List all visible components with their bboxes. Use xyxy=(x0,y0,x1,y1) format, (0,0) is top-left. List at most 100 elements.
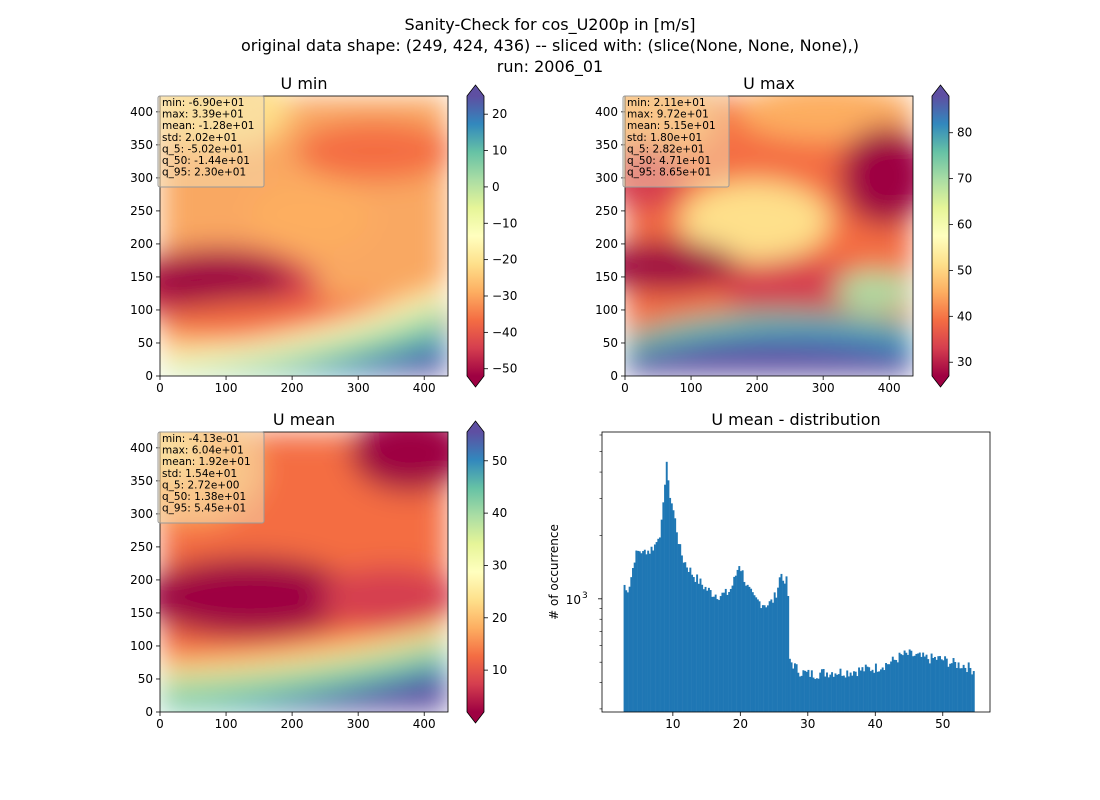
histogram-bar xyxy=(851,675,854,712)
histogram-bar xyxy=(815,678,818,712)
histogram-bar xyxy=(793,663,796,712)
colorbar-tick-label: 50 xyxy=(492,454,507,468)
histogram-bar xyxy=(886,664,889,712)
y-tick-label: 200 xyxy=(130,573,153,587)
y-tick-label: 350 xyxy=(595,138,618,152)
histogram-bar xyxy=(625,590,628,712)
histogram-bar xyxy=(967,662,970,712)
colorbar-tick-label: −30 xyxy=(492,289,517,303)
x-tick-label: 200 xyxy=(281,381,304,395)
histogram-bar xyxy=(675,532,678,712)
histogram-bar xyxy=(900,654,903,712)
histogram-bar xyxy=(718,600,720,712)
histogram-bar xyxy=(907,654,909,712)
histogram-bar xyxy=(917,653,920,712)
y-tick-label: 400 xyxy=(130,105,153,119)
heatmap-panel-2: U max 0 100 200 300 400 0 50 100 150 200 250 300 350 4… xyxy=(595,74,972,395)
x-tick-label: 0 xyxy=(156,717,164,731)
y-tick-label: 50 xyxy=(138,336,153,350)
heatmap-image xyxy=(160,96,448,376)
colorbar-gradient xyxy=(467,96,484,376)
colorbar-extend-min xyxy=(932,376,949,387)
x-tick-label: 400 xyxy=(878,381,901,395)
x-tick-label: 100 xyxy=(680,381,703,395)
histogram-bar xyxy=(694,581,697,712)
histogram-bar xyxy=(885,663,888,712)
y-tick-label: 100 xyxy=(595,303,618,317)
histogram-bar xyxy=(765,607,768,712)
histogram-bar xyxy=(920,656,923,712)
histogram-bar xyxy=(873,672,876,712)
histogram-bar xyxy=(842,675,845,712)
histogram-bar xyxy=(721,592,724,712)
histogram-bar xyxy=(868,667,871,712)
histogram-bar xyxy=(670,503,673,712)
stats-box-frame xyxy=(157,431,265,524)
colorbar-tick-label: 10 xyxy=(492,144,507,158)
histogram-bar xyxy=(898,652,901,712)
y-tick-label: 150 xyxy=(130,270,153,284)
axes-title: U max xyxy=(743,74,795,93)
field-blob xyxy=(340,354,448,376)
axes-frame xyxy=(159,95,449,377)
x-tick-label: 200 xyxy=(746,381,769,395)
colorbar: 10 20 30 40 50 xyxy=(466,420,507,724)
histogram-bar xyxy=(959,668,962,712)
stats-line: q_50: 1.38e+01 xyxy=(162,491,246,503)
stats-line: q_95: 5.45e+01 xyxy=(162,503,246,515)
histogram-bar xyxy=(822,668,825,712)
histogram-bar xyxy=(689,567,692,712)
histogram-bar xyxy=(952,658,955,712)
histogram-bar xyxy=(849,672,852,712)
y-tick-label: 0 xyxy=(145,705,153,719)
y-tick-label: 200 xyxy=(595,237,618,251)
histogram-bar xyxy=(871,669,874,712)
stats-line: min: -6.90e+01 xyxy=(162,97,244,109)
histogram-bar xyxy=(880,669,882,712)
histogram-bar xyxy=(853,671,855,712)
histogram-bar xyxy=(812,677,815,712)
colorbar-tick-label: 20 xyxy=(492,611,507,625)
colorbar-extend-min xyxy=(467,376,484,387)
axes-title: U min xyxy=(281,74,328,93)
stats-line: mean: -1.28e+01 xyxy=(162,120,254,132)
histogram-bar xyxy=(686,567,688,712)
histogram-bar xyxy=(955,667,958,712)
y-tick-label: 250 xyxy=(595,204,618,218)
histogram-bar xyxy=(809,676,812,712)
histogram-bar xyxy=(836,674,839,712)
histogram-bar xyxy=(706,590,709,712)
histogram-bar xyxy=(820,669,823,712)
histogram-bar xyxy=(869,671,872,712)
histogram-bar xyxy=(923,656,926,712)
histogram-bar xyxy=(878,671,881,712)
histogram-bar xyxy=(940,659,943,712)
histogram-bar xyxy=(739,571,742,712)
histogram-bar xyxy=(954,661,957,712)
histogram-bar xyxy=(834,673,837,712)
histogram-bar xyxy=(933,656,936,712)
histogram-bars xyxy=(623,461,975,712)
histogram-bar xyxy=(713,596,715,712)
histogram-bar xyxy=(927,659,930,712)
colorbar-outline xyxy=(931,84,950,388)
histogram-bar xyxy=(746,584,749,712)
histogram-bar xyxy=(799,676,801,712)
histogram-bar xyxy=(768,601,771,712)
histogram-bar xyxy=(761,605,764,712)
histogram-bar xyxy=(655,542,658,712)
histogram-bar xyxy=(628,586,631,712)
histogram-bar xyxy=(915,653,918,712)
histogram-bar xyxy=(819,672,822,712)
histogram-bar xyxy=(945,658,948,712)
colorbar-tick-label: 40 xyxy=(492,506,507,520)
histogram-bar xyxy=(687,571,690,712)
histogram-bar xyxy=(837,674,840,712)
histogram-bar xyxy=(883,670,886,712)
histogram-bar xyxy=(854,671,857,712)
field-blob xyxy=(160,253,290,309)
histogram-bar xyxy=(751,592,754,712)
